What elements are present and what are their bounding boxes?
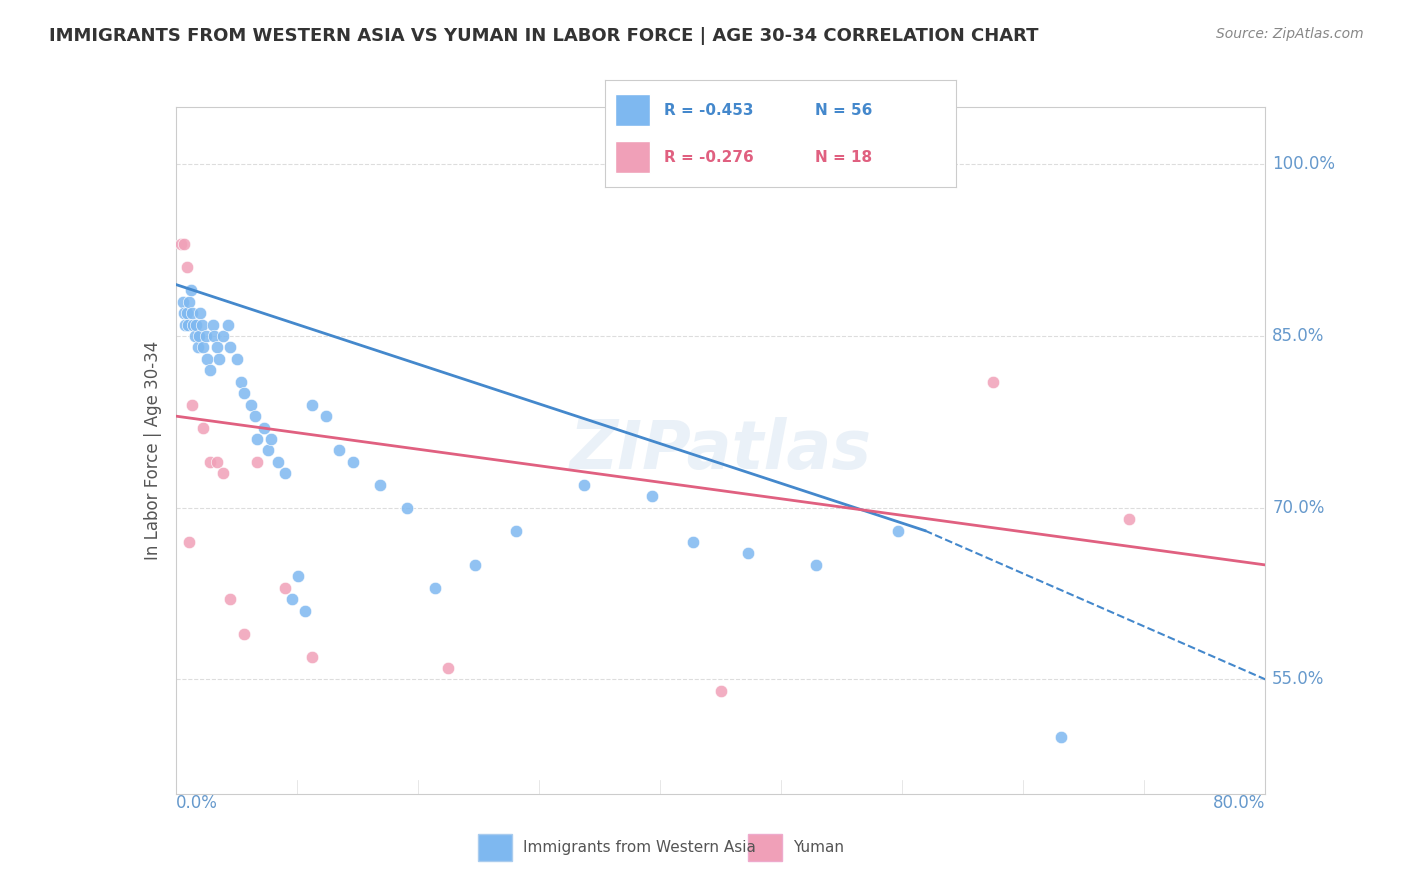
Point (191, 420, 214, 434)
Point (219, 592, 242, 607)
Point (186, 318, 208, 332)
Text: Immigrants from Western Asia: Immigrants from Western Asia (523, 840, 756, 855)
Point (217, 318, 239, 332)
Text: R = -0.276: R = -0.276 (665, 150, 754, 165)
Point (257, 443, 280, 458)
Point (198, 363, 221, 377)
Point (177, 318, 200, 332)
Point (368, 478, 391, 492)
Point (246, 432, 269, 446)
Point (574, 478, 596, 492)
Text: 85.0%: 85.0% (1272, 327, 1324, 345)
Point (246, 455, 269, 469)
Point (287, 569, 309, 583)
Text: N = 18: N = 18 (815, 150, 873, 165)
Point (184, 329, 207, 343)
Text: Yuman: Yuman (793, 840, 844, 855)
Point (243, 409, 266, 423)
Point (212, 329, 235, 343)
Point (315, 409, 337, 423)
Point (274, 467, 297, 481)
Y-axis label: In Labor Force | Age 30-34: In Labor Force | Age 30-34 (143, 341, 162, 560)
Text: 70.0%: 70.0% (1272, 499, 1324, 516)
Point (239, 398, 262, 412)
Point (176, 260, 198, 275)
Point (181, 306, 204, 320)
Point (505, 524, 527, 538)
Point (190, 318, 212, 332)
Point (201, 318, 224, 332)
Point (205, 455, 228, 469)
Point (179, 535, 201, 549)
Text: 100.0%: 100.0% (1272, 155, 1336, 173)
Point (202, 329, 225, 343)
Point (423, 581, 446, 595)
Point (173, 237, 195, 252)
Point (886, 524, 908, 538)
Text: Source: ZipAtlas.com: Source: ZipAtlas.com (1216, 27, 1364, 41)
Point (437, 661, 460, 675)
Point (208, 351, 231, 366)
Point (194, 329, 217, 343)
Point (195, 351, 218, 366)
Text: ZIPatlas: ZIPatlas (569, 417, 872, 483)
Point (1050, 730, 1073, 744)
Point (710, 683, 733, 698)
Point (180, 283, 202, 297)
Point (232, 386, 254, 401)
Point (396, 500, 419, 515)
Point (267, 455, 290, 469)
Point (187, 329, 209, 343)
Point (328, 443, 350, 458)
Point (172, 294, 194, 309)
Point (212, 467, 235, 481)
FancyBboxPatch shape (616, 95, 650, 127)
Point (232, 626, 254, 640)
Point (682, 535, 704, 549)
Point (226, 351, 249, 366)
Text: N = 56: N = 56 (815, 103, 873, 118)
Point (219, 340, 242, 354)
Point (280, 592, 302, 607)
Text: R = -0.453: R = -0.453 (665, 103, 754, 118)
Point (173, 306, 195, 320)
Point (464, 558, 486, 572)
Point (174, 318, 197, 332)
Text: 55.0%: 55.0% (1272, 671, 1324, 689)
Point (179, 294, 201, 309)
Point (188, 306, 211, 320)
FancyBboxPatch shape (616, 141, 650, 173)
Point (342, 455, 364, 469)
Point (301, 649, 323, 664)
Point (205, 340, 228, 354)
Point (301, 398, 323, 412)
Point (804, 558, 827, 572)
Point (176, 306, 198, 320)
Point (1118, 512, 1140, 526)
Point (231, 375, 253, 389)
FancyBboxPatch shape (478, 834, 512, 861)
Point (170, 237, 193, 252)
FancyBboxPatch shape (748, 834, 782, 861)
Point (981, 375, 1004, 389)
Text: IMMIGRANTS FROM WESTERN ASIA VS YUMAN IN LABOR FORCE | AGE 30-34 CORRELATION CHA: IMMIGRANTS FROM WESTERN ASIA VS YUMAN IN… (49, 27, 1039, 45)
Point (737, 546, 759, 561)
Point (186, 340, 209, 354)
Text: 80.0%: 80.0% (1213, 794, 1265, 812)
Point (641, 489, 664, 503)
Text: 0.0%: 0.0% (176, 794, 218, 812)
Point (253, 420, 276, 434)
Point (198, 455, 221, 469)
Point (274, 581, 297, 595)
Point (183, 318, 205, 332)
Point (260, 432, 283, 446)
Point (191, 340, 214, 354)
Point (294, 604, 316, 618)
Point (181, 398, 204, 412)
